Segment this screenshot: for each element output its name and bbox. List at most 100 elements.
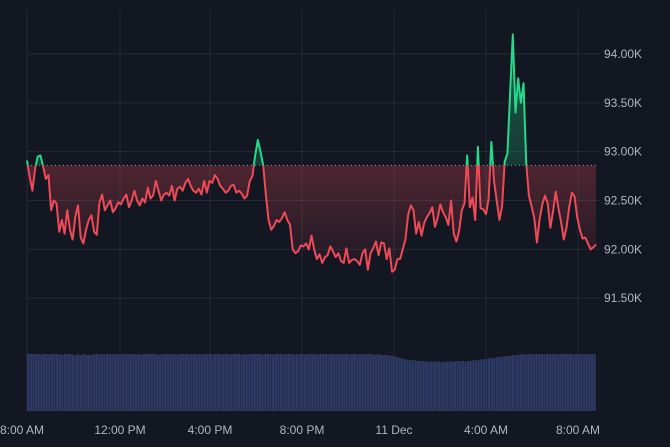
volume-bar	[248, 354, 251, 411]
volume-bar	[535, 354, 538, 411]
volume-bar	[390, 355, 393, 411]
volume-bar	[351, 354, 354, 411]
volume-bar	[66, 354, 69, 411]
volume-bar	[393, 356, 396, 411]
volume-bar	[174, 354, 177, 411]
volume-bar	[416, 360, 420, 411]
x-tick-label: 8:00 PM	[280, 423, 325, 437]
volume-bar	[585, 354, 588, 411]
price-line	[26, 33, 597, 273]
volume-bar	[185, 354, 188, 411]
volume-bar	[221, 354, 225, 411]
volume-bar	[308, 354, 312, 411]
volume-bar	[461, 360, 464, 411]
volume-bar	[590, 354, 594, 411]
volume-bar	[58, 354, 61, 411]
volume-bar	[335, 354, 338, 411]
volume-bar	[509, 355, 512, 411]
volume-bar	[200, 354, 204, 411]
volume-bar	[459, 361, 462, 411]
volume-bar	[40, 354, 43, 411]
volume-bar	[98, 354, 101, 411]
volume-bar	[387, 355, 391, 411]
volume-bar	[61, 354, 64, 411]
volume-bar	[374, 354, 378, 411]
volume-bar	[166, 354, 169, 411]
volume-bar	[190, 354, 193, 411]
volume-bar	[256, 354, 259, 411]
volume-bar	[148, 354, 151, 411]
volume-bar	[424, 361, 428, 411]
volume-bar	[100, 354, 104, 411]
volume-bar	[50, 354, 54, 411]
volume-bar	[464, 361, 467, 411]
volume-bar	[243, 354, 246, 411]
volume-bar	[29, 354, 32, 411]
volume-bar	[187, 354, 191, 411]
volume-bar	[266, 354, 270, 411]
volume-bar	[453, 361, 457, 411]
volume-bar	[514, 355, 517, 411]
volume-bar	[401, 358, 404, 411]
volume-bar	[156, 354, 159, 411]
volume-bar	[353, 354, 356, 411]
volume-bar	[258, 354, 262, 411]
volume-bar	[472, 360, 475, 411]
volume-bar	[567, 354, 570, 411]
volume-bar	[511, 355, 515, 411]
volume-bar	[124, 354, 127, 411]
volume-bar	[358, 354, 362, 411]
volume-bar	[322, 354, 325, 411]
volume-bar	[411, 360, 414, 411]
volume-bar	[519, 354, 522, 411]
volume-bar	[437, 361, 441, 411]
x-tick-label: 11 Dec	[375, 423, 412, 437]
volume-bar	[356, 354, 359, 411]
volume-bar	[264, 354, 267, 411]
y-tick-label: 92.50K	[604, 193, 642, 207]
volume-bar	[530, 354, 533, 411]
volume-bar	[480, 359, 483, 411]
y-tick-label: 94.00K	[604, 47, 642, 61]
volume-bar	[90, 355, 93, 411]
volume-bar	[564, 354, 567, 411]
volume-bar	[422, 360, 425, 411]
volume-bar	[240, 354, 243, 411]
volume-bar	[485, 359, 488, 411]
volume-bar	[551, 354, 554, 411]
volume-bar	[314, 354, 317, 411]
volume-bar	[588, 354, 591, 411]
volume-bar	[27, 354, 30, 411]
volume-bar	[111, 354, 114, 411]
volume-bar	[161, 354, 164, 411]
volume-bar	[369, 354, 372, 411]
volume-bar	[127, 354, 130, 411]
volume-bar	[540, 354, 544, 411]
volume-bar	[287, 354, 291, 411]
volume-bar	[445, 361, 449, 411]
volume-bar	[474, 360, 478, 411]
volume-bar	[577, 354, 580, 411]
volume-bar	[153, 354, 156, 411]
volume-bar	[482, 359, 486, 411]
volume-bar	[55, 354, 59, 411]
volume-bar	[277, 354, 280, 411]
volume-bar	[382, 355, 385, 411]
volume-bar	[553, 354, 557, 411]
volume-bar	[372, 354, 375, 411]
volume-bar	[216, 354, 220, 411]
volume-bar	[103, 354, 106, 411]
volume-bar	[574, 354, 578, 411]
volume-bar	[116, 354, 119, 411]
volume-bar	[582, 354, 586, 411]
volume-bar	[271, 354, 275, 411]
volume-bar	[506, 355, 509, 411]
volume-bar	[150, 354, 154, 411]
volume-bar	[79, 355, 83, 411]
volume-bar	[300, 354, 304, 411]
volume-bar	[34, 354, 38, 411]
x-tick-label: 12:00 PM	[94, 423, 145, 437]
volume-bar	[208, 354, 212, 411]
